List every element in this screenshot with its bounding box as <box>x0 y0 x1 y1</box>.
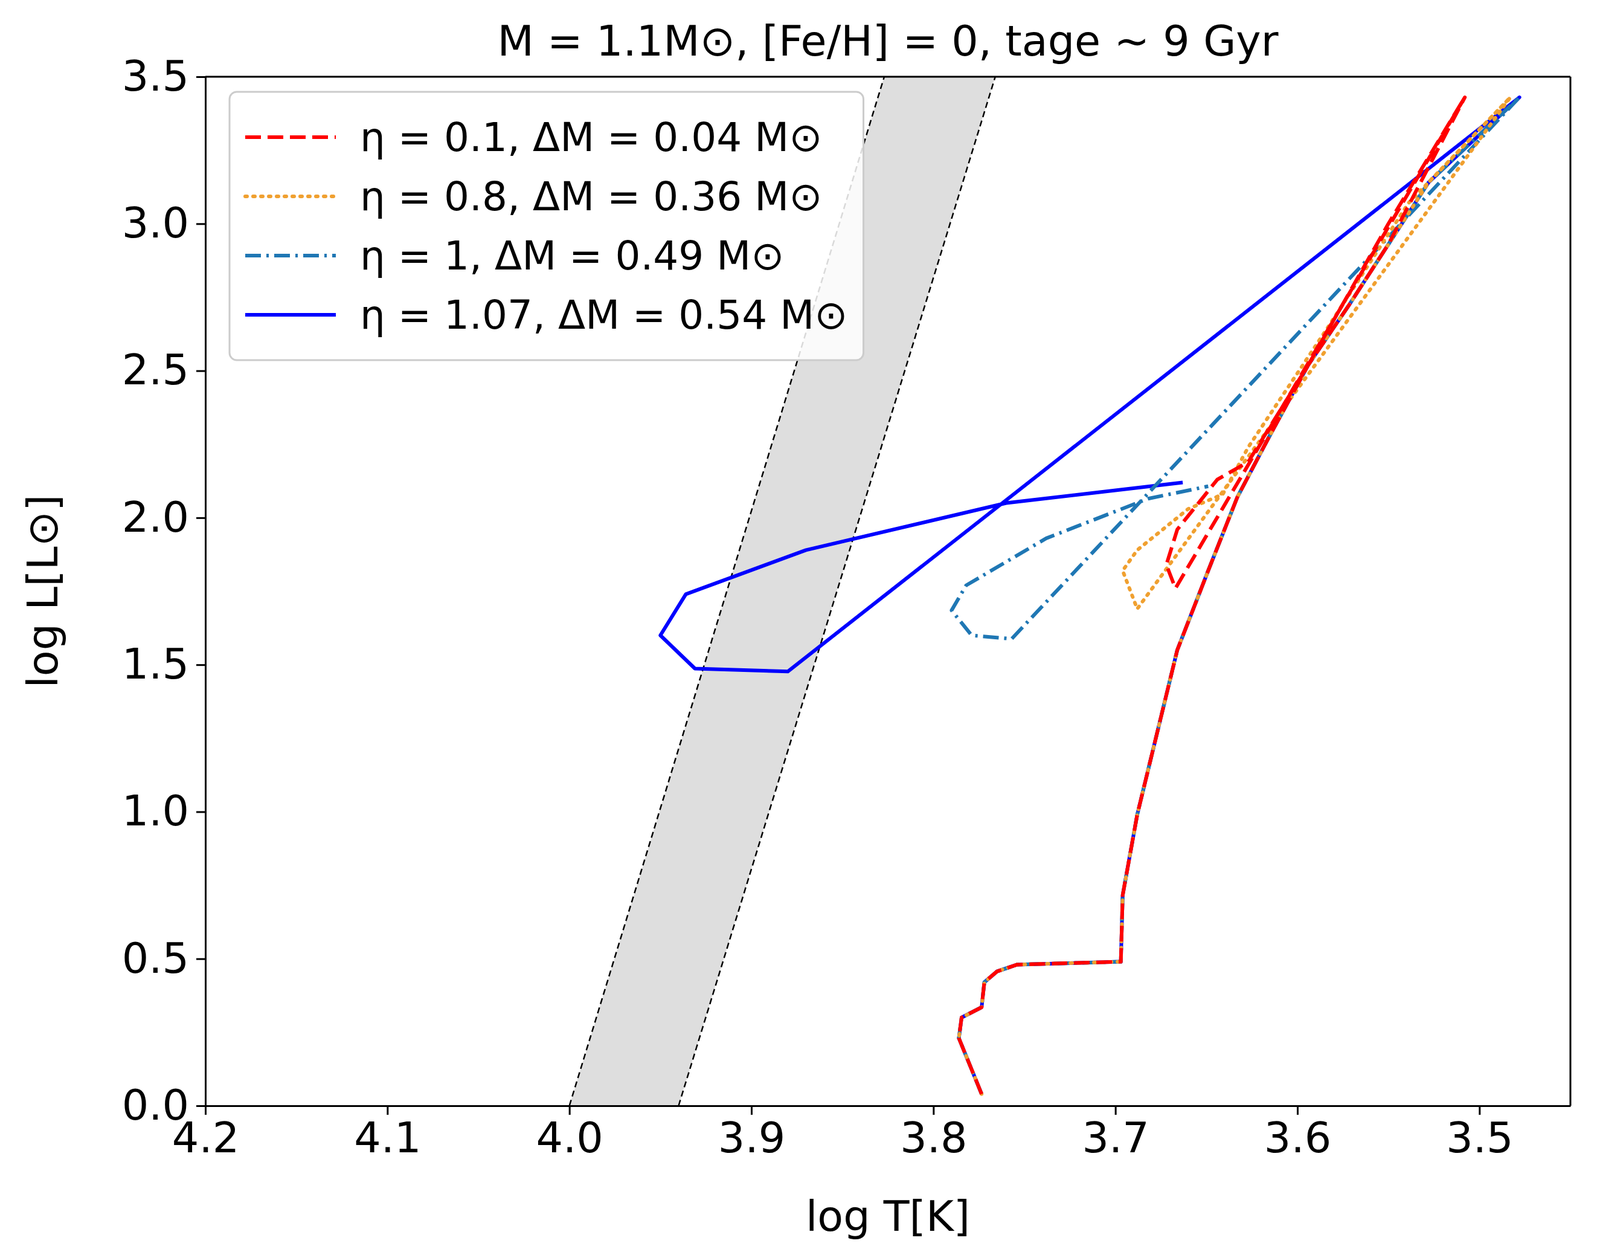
series-line <box>951 97 1520 1094</box>
title: M = 1.1M⊙, [Fe/H] = 0, tage ∼ 9 Gyr <box>497 16 1279 66</box>
tick: 3.0 <box>122 198 206 248</box>
tick-label: 0.0 <box>122 1079 190 1130</box>
tick-mark <box>196 370 206 373</box>
axis-line <box>205 1104 1572 1107</box>
x-axis: 4.24.14.03.93.83.73.63.5 <box>172 1105 1572 1163</box>
tick-label: 3.7 <box>1082 1112 1150 1163</box>
plot: 4.24.14.03.93.83.73.63.50.00.51.01.52.02… <box>122 51 1572 1163</box>
tick-label: 4.0 <box>536 1112 604 1163</box>
tick-label: 3.8 <box>899 1112 968 1163</box>
tick-mark <box>196 810 206 813</box>
tick-label: 1.5 <box>122 639 190 689</box>
tick-label: 0.5 <box>122 933 190 983</box>
tick: 3.7 <box>1082 1105 1150 1163</box>
tick-label: 3.9 <box>718 1112 786 1163</box>
tick-mark <box>196 1104 206 1107</box>
legend-frame <box>229 91 864 360</box>
legend-swatch <box>245 253 336 258</box>
tick: 3.9 <box>718 1105 786 1163</box>
tick: 2.5 <box>122 344 206 395</box>
tick: 4.0 <box>536 1105 604 1163</box>
tick: 3.8 <box>899 1105 968 1163</box>
legend-label: η = 1, ΔM = 0.49 M⊙ <box>359 232 785 280</box>
legend-swatch <box>245 312 336 317</box>
legend-label: η = 1.07, ΔM = 0.54 M⊙ <box>359 291 849 339</box>
tick: 3.6 <box>1264 1105 1332 1163</box>
tick: 3.5 <box>1445 1105 1514 1163</box>
tick: 0.5 <box>122 933 206 983</box>
tick-label: 3.0 <box>122 198 190 248</box>
series-line <box>959 97 1466 1094</box>
tick-label: 3.5 <box>122 51 190 101</box>
legend-swatch <box>245 194 336 199</box>
tick: 2.0 <box>122 492 206 542</box>
tick-mark <box>196 222 206 225</box>
legend: η = 0.1, ΔM = 0.04 M⊙ η = 0.8, ΔM = 0.36 … <box>229 91 864 360</box>
axis-title: log T[K] <box>805 1191 971 1241</box>
legend-label: η = 0.1, ΔM = 0.04 M⊙ <box>359 114 823 161</box>
tick-mark <box>196 663 206 666</box>
tick: 1.5 <box>122 639 206 689</box>
legend-label: η = 0.8, ΔM = 0.36 M⊙ <box>359 173 823 220</box>
tick: 4.1 <box>353 1105 421 1163</box>
tick-mark <box>196 517 206 519</box>
tick-label: 4.1 <box>353 1112 421 1163</box>
tick-label: 3.5 <box>1445 1112 1514 1163</box>
frame <box>205 76 1571 78</box>
series-line <box>959 97 1511 1094</box>
frame <box>1569 76 1572 1106</box>
axis-line <box>204 77 207 1106</box>
tick: 1.0 <box>122 785 206 836</box>
chart: 4.24.14.03.93.83.73.63.50.00.51.01.52.02… <box>0 0 1600 1255</box>
tick: 0.0 <box>122 1079 206 1130</box>
axis-title: log L[L⊙] <box>18 494 68 688</box>
tick: 3.5 <box>122 51 206 101</box>
tick-mark <box>196 957 206 960</box>
tick-label: 3.6 <box>1264 1112 1332 1163</box>
y-axis: 0.0 0.5 1.0 1.5 2.0 2.5 3.0 3.5 <box>122 51 206 1130</box>
tick-mark <box>196 76 206 78</box>
tick-label: 1.0 <box>122 785 190 836</box>
tick-label: 2.0 <box>122 492 190 542</box>
legend-swatch <box>245 135 336 139</box>
tick-label: 2.5 <box>122 344 190 395</box>
